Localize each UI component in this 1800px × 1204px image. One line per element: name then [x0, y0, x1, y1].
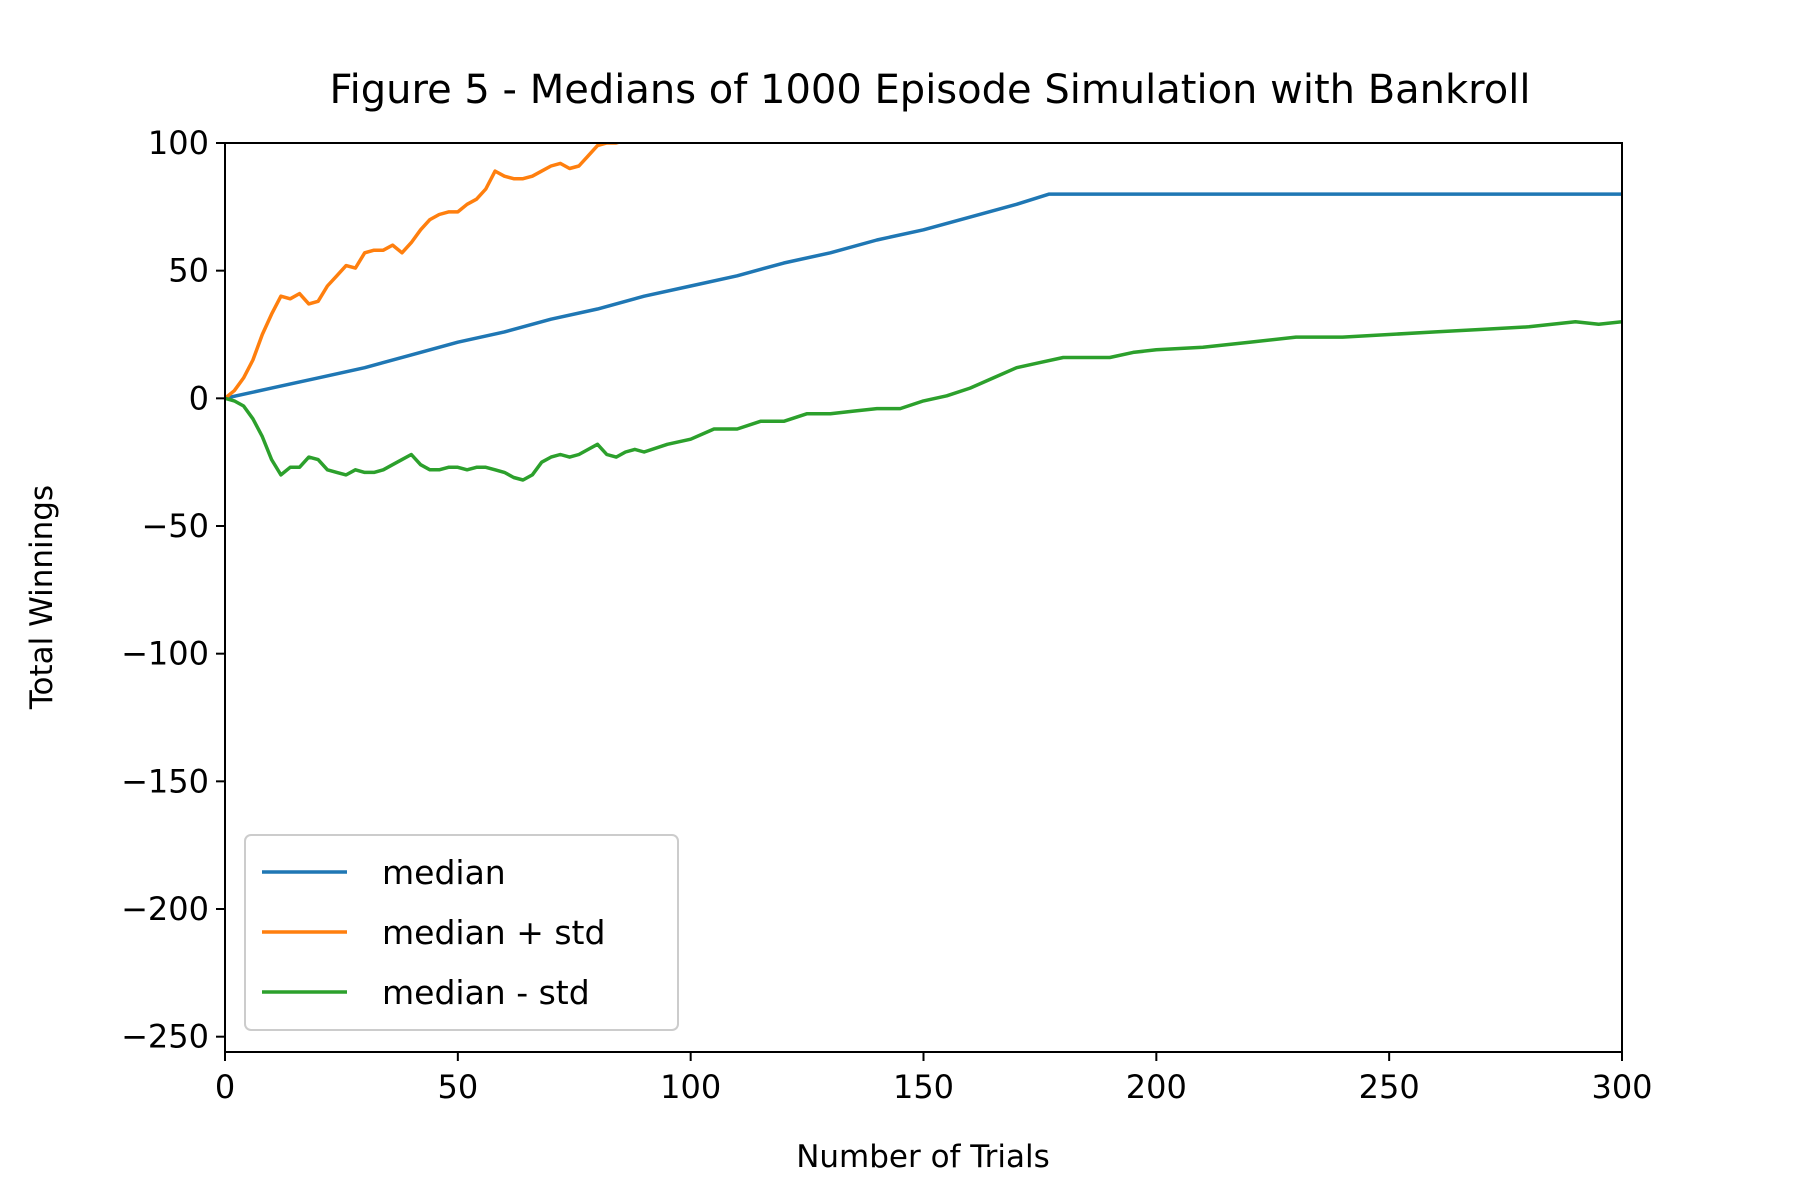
legend: median median + std median - std — [244, 834, 679, 1031]
plot-frame — [224, 142, 1623, 1053]
series-line-1 — [225, 143, 623, 401]
y-axis-label: Total Winnings — [24, 485, 60, 710]
y-tick-label: 0 — [189, 379, 209, 417]
series-line-2 — [225, 319, 1622, 482]
y-tick-label: −150 — [121, 762, 209, 800]
series-line-0 — [225, 192, 1622, 401]
legend-label-0: median — [382, 853, 506, 892]
y-tick-label: −200 — [121, 890, 209, 928]
legend-label-2: median - std — [382, 973, 590, 1012]
y-tick-label: 50 — [168, 252, 209, 290]
series-layer — [225, 143, 1622, 482]
legend-box — [244, 834, 679, 1031]
x-tick-label: 0 — [215, 1068, 235, 1106]
chart-title: Figure 5 - Medians of 1000 Episode Simul… — [330, 67, 1531, 113]
y-tick-label: 100 — [148, 124, 209, 162]
y-tick-label: −100 — [121, 635, 209, 673]
y-axis: 100 50 0 −50 −100 −150 −200 −250 — [121, 124, 225, 1056]
x-tick-label: 300 — [1591, 1068, 1652, 1106]
x-tick-label: 50 — [437, 1068, 478, 1106]
x-tick-label: 200 — [1126, 1068, 1187, 1106]
y-tick-label: −50 — [141, 507, 209, 545]
x-tick-label: 150 — [893, 1068, 954, 1106]
x-tick-label: 100 — [660, 1068, 721, 1106]
x-axis: 0 50 100 150 200 250 300 — [215, 1052, 1653, 1106]
x-tick-label: 250 — [1359, 1068, 1420, 1106]
legend-entries: median median + std median - std — [262, 853, 605, 1012]
legend-label-1: median + std — [382, 913, 605, 952]
y-tick-label: −250 — [121, 1018, 209, 1056]
x-axis-label: Number of Trials — [796, 1139, 1050, 1175]
